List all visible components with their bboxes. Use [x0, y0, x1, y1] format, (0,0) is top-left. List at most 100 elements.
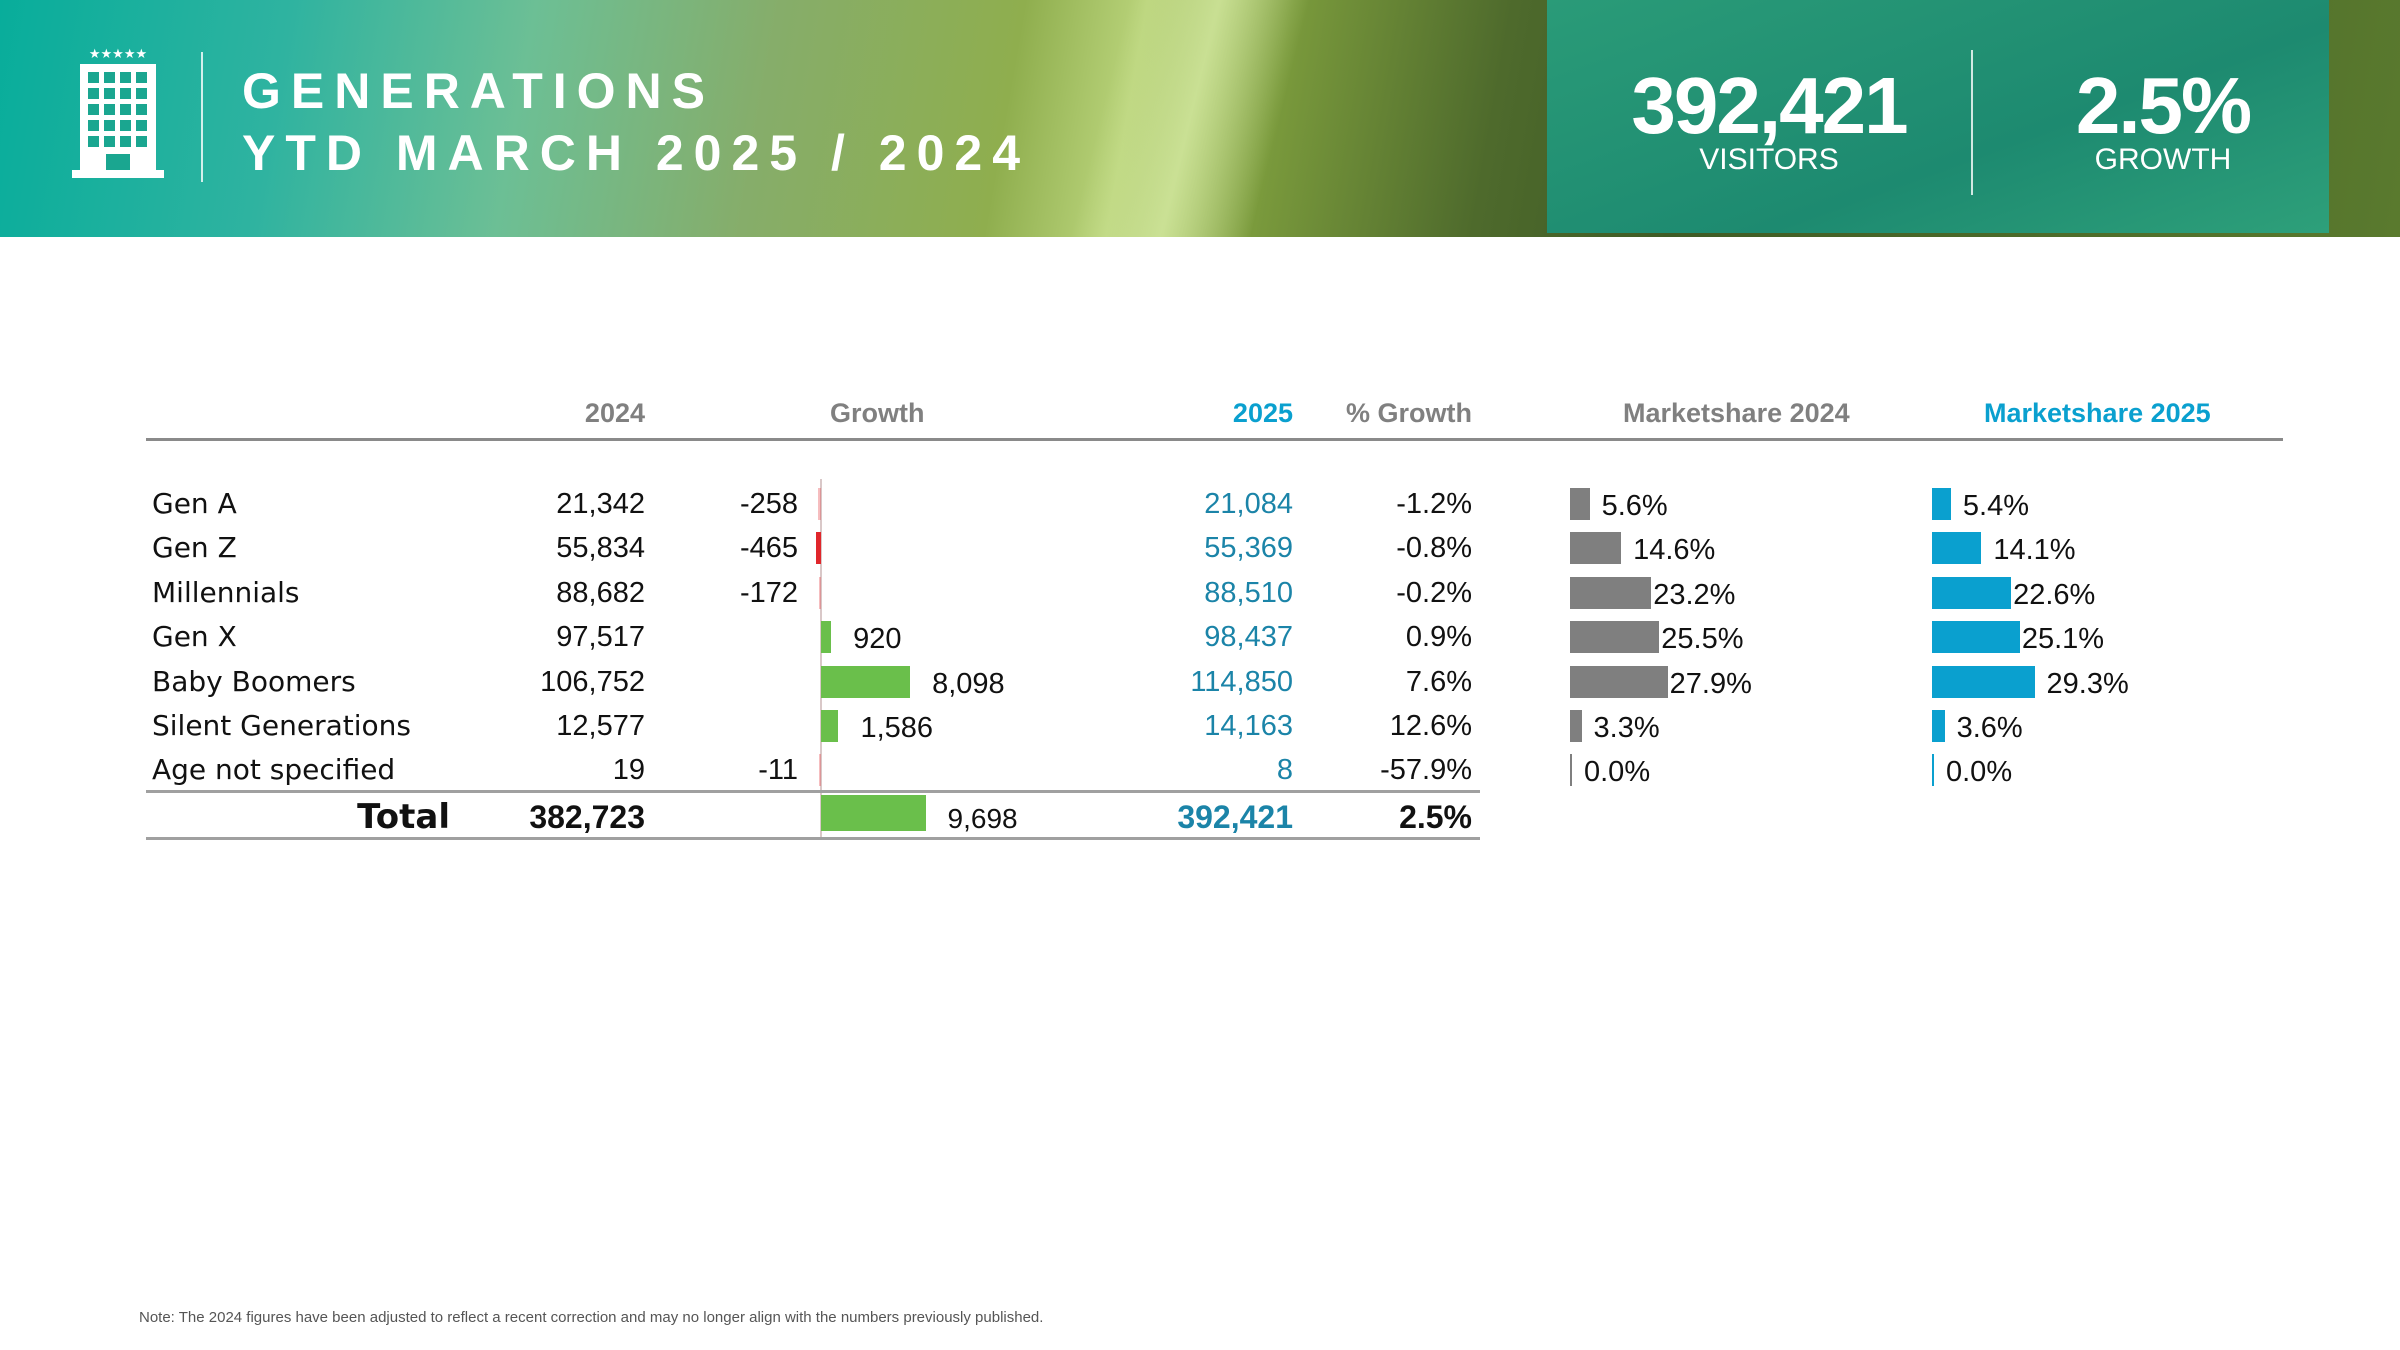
ms2025-label: 0.0% [1946, 756, 2013, 789]
growth-bar [819, 576, 821, 609]
row-label: Gen A [152, 487, 237, 520]
total-label: Total [357, 797, 450, 837]
col-header-2024: 2024 [584, 398, 645, 428]
header-rule [146, 438, 2283, 441]
value-2025: 21,084 [1204, 488, 1293, 520]
row-label: Baby Boomers [152, 664, 356, 698]
ms2024-bar [1570, 621, 1660, 654]
growth-value: -258 [739, 488, 798, 520]
ms2025-bar [1932, 665, 2035, 698]
col-header-2025: 2025 [1232, 398, 1293, 428]
row-label: Gen X [152, 620, 237, 654]
col-header-growth: Growth [830, 398, 925, 428]
ms2024-label: 0.0% [1584, 756, 1651, 789]
row-label: Millennials [152, 575, 300, 609]
ms2025-label: 14.1% [1993, 534, 2076, 567]
growth-bar [818, 488, 821, 520]
ms2025-label: 3.6% [1956, 712, 2023, 744]
pct-growth: -0.2% [1396, 576, 1472, 609]
hotel-building-icon: ★★★★★ [72, 47, 164, 178]
visitors-value: 392,421 [1631, 61, 1908, 150]
footnote: Note: The 2024 figures have been adjuste… [139, 1309, 1044, 1326]
total-2024: 382,723 [529, 799, 645, 835]
ms2024-label: 23.2% [1653, 578, 1736, 611]
growth-label: GROWTH [2094, 143, 2232, 176]
ms2025-bar [1932, 710, 1945, 742]
growth-bar [815, 532, 821, 565]
value-2024: 97,517 [556, 621, 645, 654]
value-2024: 19 [612, 754, 645, 787]
row-label: Gen Z [152, 531, 237, 565]
ms2024-label: 3.3% [1593, 712, 1660, 744]
ms2024-bar [1570, 710, 1582, 742]
col-header-ms2025: Marketshare 2025 [1984, 398, 2211, 428]
growth-axis [820, 479, 822, 837]
col-header-ms2024: Marketshare 2024 [1623, 398, 1850, 428]
ms2024-bar [1570, 488, 1590, 520]
pct-growth: 7.6% [1405, 665, 1472, 698]
value-2025: 98,437 [1204, 621, 1293, 654]
value-2024: 55,834 [556, 532, 645, 565]
ms2025-bar [1932, 754, 1934, 787]
growth-value: 2.5% [2075, 61, 2252, 150]
growth-value: 1,586 [860, 712, 934, 744]
ms2025-label: 29.3% [2046, 667, 2129, 700]
value-2025: 114,850 [1190, 665, 1293, 698]
row-label: Age not specified [152, 753, 396, 787]
header-divider [201, 52, 203, 182]
ms2024-bar [1570, 754, 1572, 787]
page-subtitle: YTD MARCH 2025 / 2024 [242, 125, 1031, 181]
ms2025-bar [1932, 488, 1951, 520]
total-rule-top [146, 790, 1480, 793]
growth-value: -11 [758, 754, 798, 787]
growth-value: -465 [739, 532, 798, 565]
growth-bar [821, 621, 832, 654]
kpi-panel: 392,421 VISITORS 2.5% GROWTH [1547, 0, 2329, 233]
growth-bar [821, 710, 839, 742]
value-2024: 12,577 [556, 710, 645, 742]
value-2024: 21,342 [556, 488, 645, 520]
pct-growth: 12.6% [1389, 710, 1472, 742]
value-2024: 88,682 [556, 576, 645, 609]
growth-bar [821, 665, 911, 698]
total-growth-value: 9,698 [947, 803, 1018, 834]
growth-bar [819, 754, 821, 787]
growth-value: 8,098 [932, 667, 1005, 700]
ms2024-label: 27.9% [1669, 667, 1752, 700]
pct-growth: -1.2% [1396, 488, 1472, 520]
col-header-pct-growth: % Growth [1346, 398, 1472, 428]
pct-growth: -57.9% [1380, 754, 1472, 787]
banner-decoration [1070, 0, 1310, 237]
visitors-label: VISITORS [1699, 143, 1839, 176]
total-growth-bar [821, 795, 926, 831]
ms2024-label: 25.5% [1661, 623, 1744, 656]
svg-text:★★★★★: ★★★★★ [89, 47, 147, 62]
ms2024-bar [1570, 665, 1668, 698]
header-banner: ★★★★★ GENERATIONS YTD MARCH 2025 / 2024 … [0, 0, 2400, 237]
ms2024-label: 14.6% [1633, 534, 1716, 567]
value-2025: 8 [1276, 754, 1293, 787]
pct-growth: -0.8% [1396, 532, 1472, 565]
total-2025: 392,421 [1177, 799, 1293, 835]
total-rule-bottom [146, 837, 1480, 840]
ms2025-bar [1932, 532, 1982, 565]
value-2025: 55,369 [1204, 532, 1293, 565]
value-2025: 88,510 [1204, 576, 1293, 609]
growth-value: -172 [739, 576, 798, 609]
ms2024-label: 5.6% [1601, 490, 1668, 522]
ms2025-label: 22.6% [2013, 578, 2096, 611]
pct-growth: 0.9% [1405, 621, 1472, 654]
ms2025-label: 5.4% [1962, 490, 2029, 522]
ms2025-label: 25.1% [2021, 623, 2105, 656]
value-2024: 106,752 [540, 665, 645, 698]
page-title: GENERATIONS [242, 63, 715, 119]
ms2025-bar [1932, 576, 2012, 609]
ms2024-bar [1570, 576, 1652, 609]
ms2024-bar [1570, 532, 1622, 565]
total-pct-growth: 2.5% [1399, 799, 1472, 835]
kpi-divider [1971, 50, 1973, 195]
ms2025-bar [1932, 621, 2020, 654]
growth-value: 920 [853, 623, 902, 656]
value-2025: 14,163 [1204, 710, 1293, 742]
row-label: Silent Generations [152, 709, 411, 742]
